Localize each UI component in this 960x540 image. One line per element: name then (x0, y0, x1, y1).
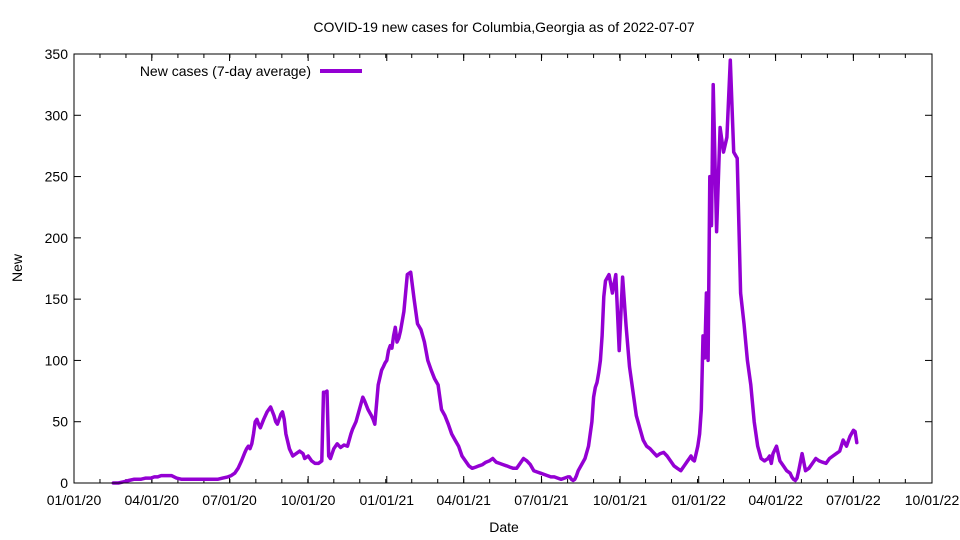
x-tick-label: 01/01/20 (47, 492, 102, 508)
y-tick-label: 350 (45, 46, 69, 62)
x-tick-label: 01/01/21 (360, 492, 415, 508)
series-line-0 (111, 58, 859, 485)
y-tick-label: 50 (52, 414, 68, 430)
y-axis-title: New (9, 253, 25, 282)
y-tick-label: 300 (45, 107, 69, 123)
legend-label: New cases (7-day average) (140, 63, 311, 79)
series-layer (111, 58, 859, 485)
y-tick-label: 250 (45, 169, 69, 185)
y-tick-label: 200 (45, 230, 69, 246)
x-tick-label: 07/01/21 (514, 492, 569, 508)
x-tick-label: 07/01/20 (202, 492, 257, 508)
x-tick-label: 04/01/22 (748, 492, 803, 508)
plot-frame (73, 53, 933, 484)
y-tick-label: 150 (45, 291, 69, 307)
x-tick-label: 10/01/20 (281, 492, 336, 508)
x-tick-label: 01/01/22 (671, 492, 726, 508)
axis-ticks: 0 50 100 150 200 250 300 350 01/01/20 04/01/20 07/… (45, 46, 960, 508)
x-tick-label: 10/01/22 (905, 492, 960, 508)
x-tick-label: 04/01/21 (436, 492, 491, 508)
x-tick-label: 07/01/22 (826, 492, 881, 508)
legend: New cases (7-day average) (140, 63, 362, 79)
x-tick-label: 10/01/21 (593, 492, 648, 508)
x-axis-title: Date (489, 519, 519, 535)
x-tick-label: 04/01/20 (125, 492, 180, 508)
chart-title: COVID-19 new cases for Columbia,Georgia … (313, 19, 695, 35)
y-tick-label: 0 (60, 475, 68, 491)
y-tick-label: 100 (45, 352, 69, 368)
